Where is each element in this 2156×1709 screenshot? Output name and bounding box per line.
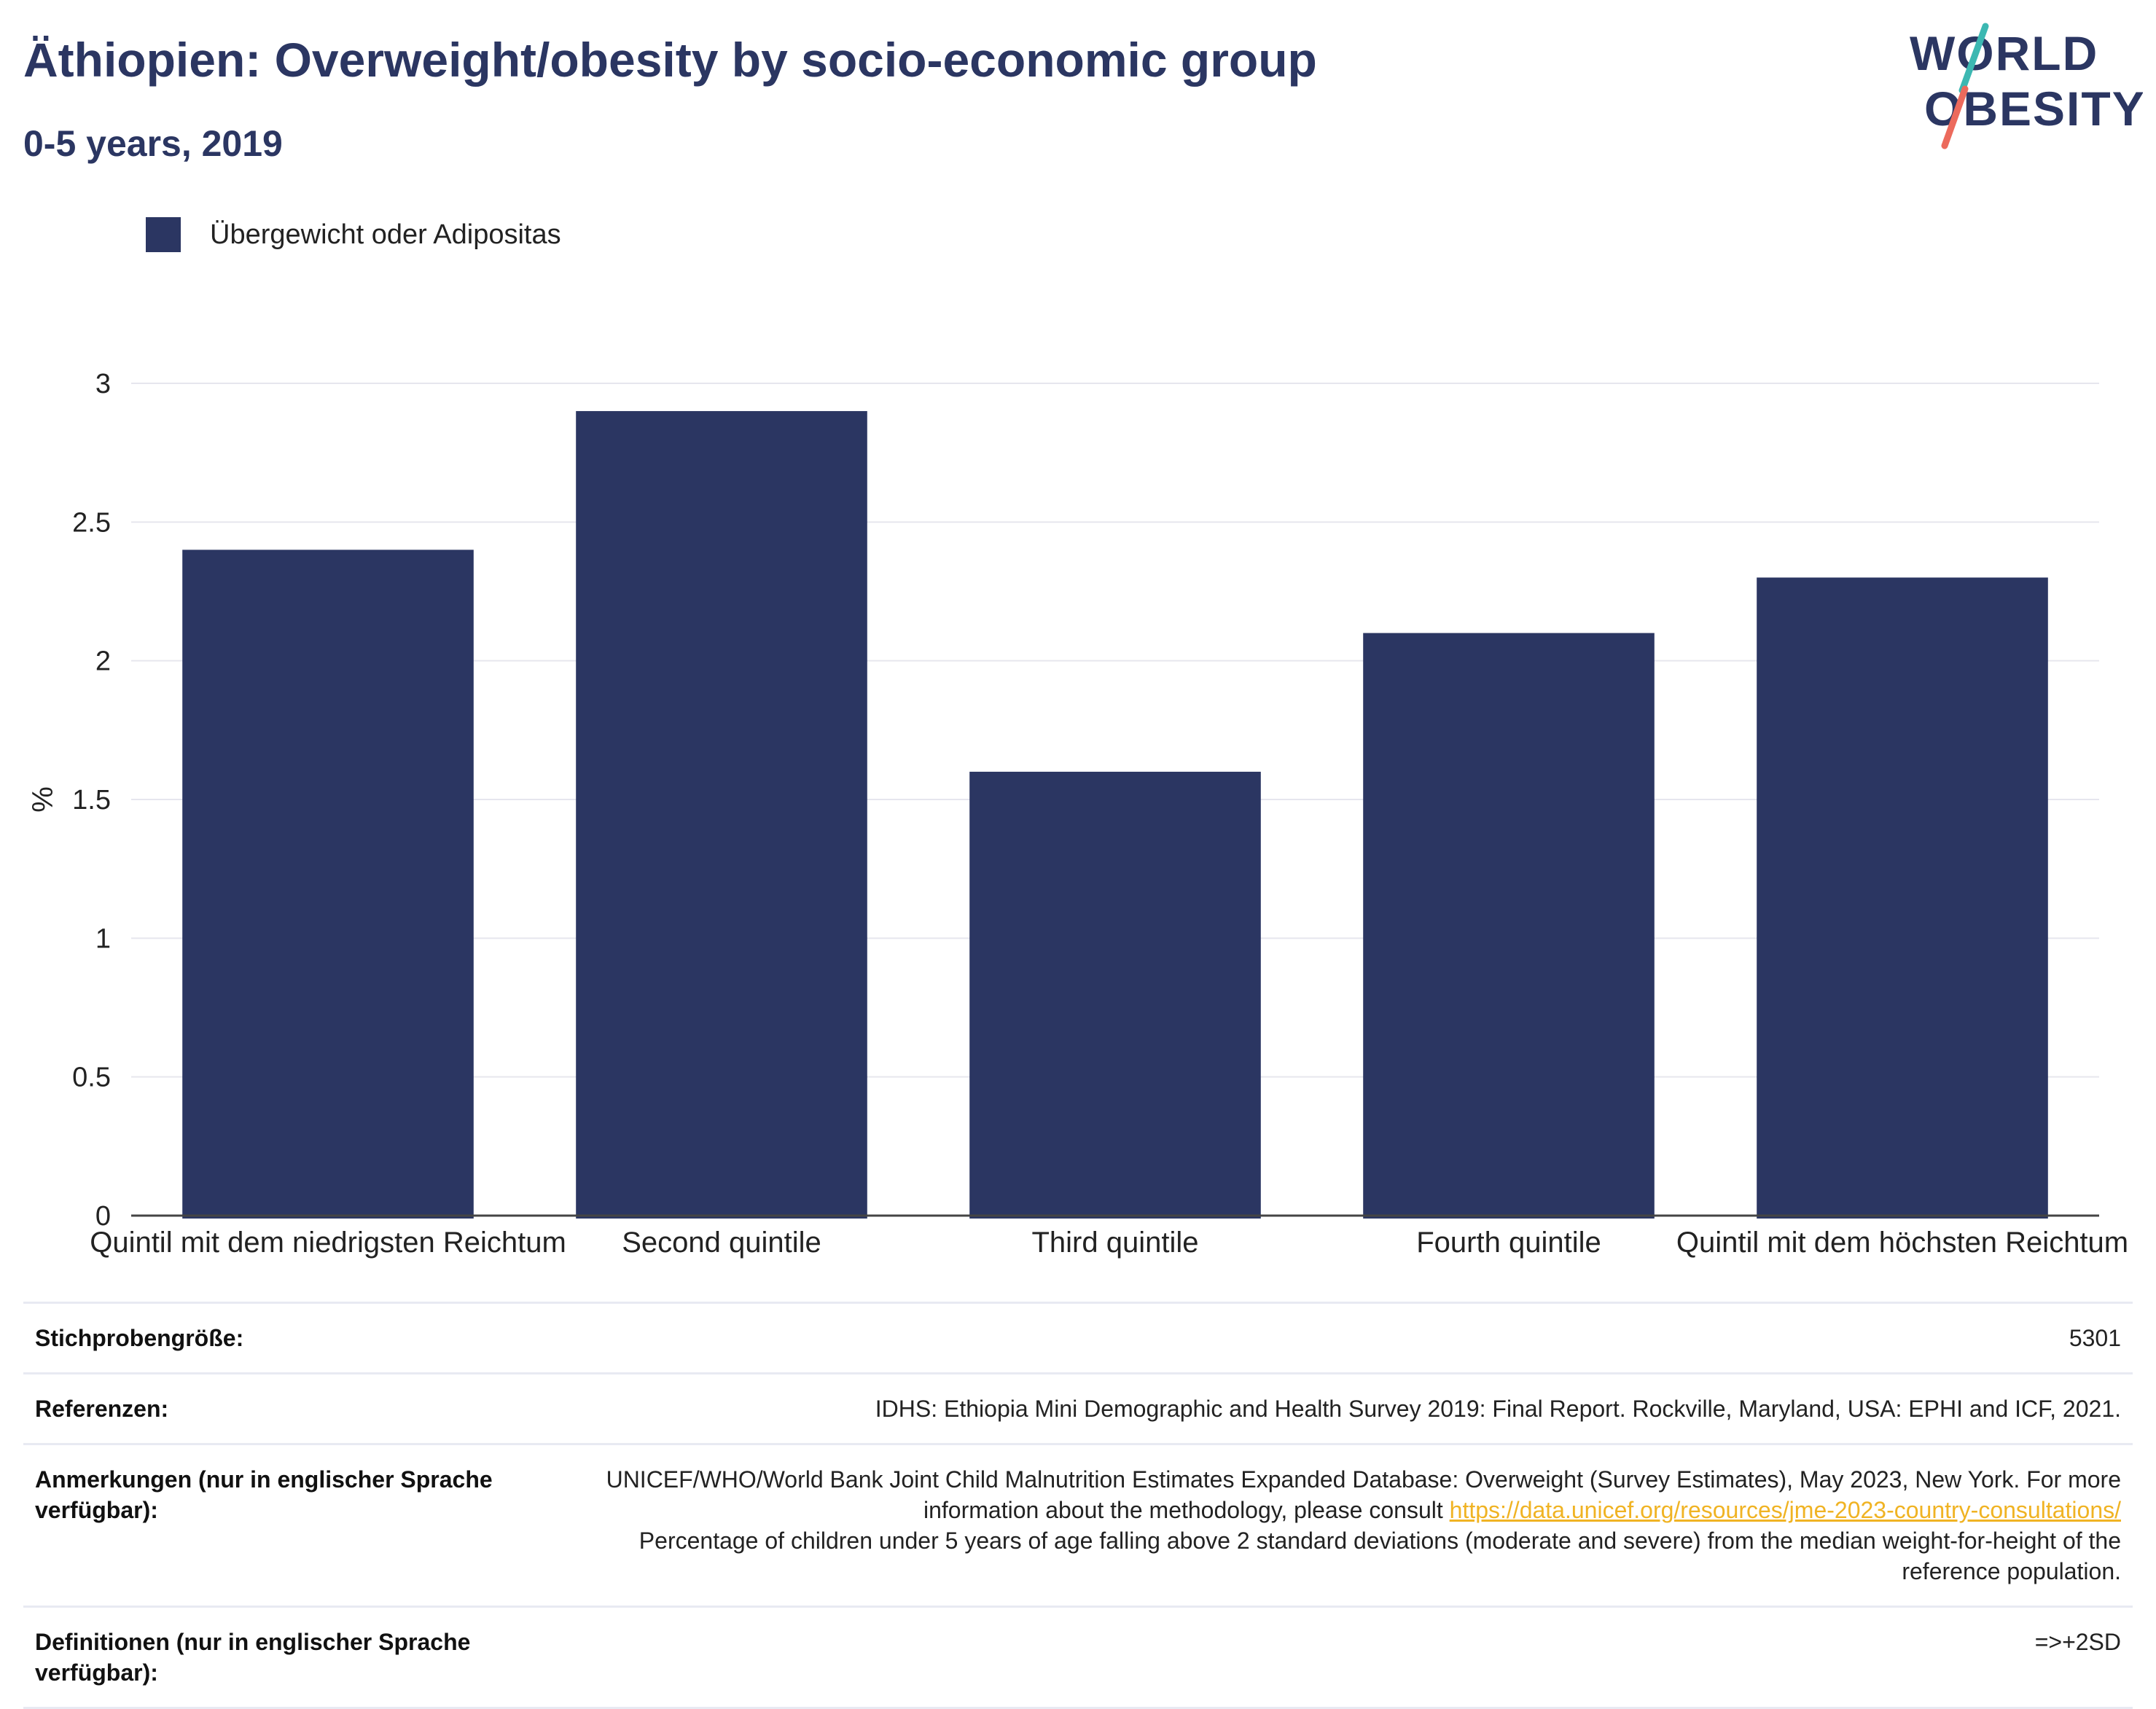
meta-row-sample-size: Stichprobengröße: 5301 bbox=[23, 1302, 2133, 1374]
y-axis-label: % bbox=[27, 786, 59, 813]
page-title: Äthiopien: Overweight/obesity by socio-e… bbox=[23, 33, 1317, 87]
y-tick-label: 1 bbox=[95, 923, 111, 954]
y-tick-label: 2 bbox=[95, 646, 111, 677]
chart-legend: Übergewicht oder Adipositas bbox=[146, 216, 561, 254]
legend-swatch bbox=[146, 217, 181, 252]
world-obesity-logo: WORLD OBESITY bbox=[1910, 23, 2143, 149]
definitions-label: Definitionen (nur in englischer Sprache … bbox=[23, 1606, 557, 1709]
references-label: Referenzen: bbox=[23, 1372, 557, 1444]
y-tick-label: 3 bbox=[95, 369, 111, 399]
methodology-link[interactable]: https://data.unicef.org/resources/jme-20… bbox=[1449, 1497, 2121, 1523]
x-tick-label: Quintil mit dem höchsten Reichtum bbox=[1676, 1227, 2128, 1259]
y-tick-label: 0 bbox=[95, 1201, 111, 1232]
page-subtitle: 0-5 years, 2019 bbox=[23, 123, 283, 164]
references-value: IDHS: Ethiopia Mini Demographic and Heal… bbox=[557, 1372, 2133, 1444]
notes-label: Anmerkungen (nur in englischer Sprache v… bbox=[23, 1443, 557, 1607]
y-tick-label: 1.5 bbox=[72, 785, 111, 816]
meta-row-notes: Anmerkungen (nur in englischer Sprache v… bbox=[23, 1443, 2133, 1607]
meta-row-references: Referenzen: IDHS: Ethiopia Mini Demograp… bbox=[23, 1372, 2133, 1444]
bar bbox=[182, 550, 474, 1219]
bar-chart: 0 0.5 1 1.5 2 2.5 3% Quintil mit dem niedrigste… bbox=[27, 369, 2128, 1259]
notes-value: UNICEF/WHO/World Bank Joint Child Malnut… bbox=[557, 1443, 2133, 1607]
x-tick-label: Fourth quintile bbox=[1416, 1227, 1601, 1259]
x-tick-label: Quintil mit dem niedrigsten Reichtum bbox=[90, 1227, 566, 1259]
logo-slash-top bbox=[1958, 23, 1989, 94]
notes-definition-text: Percentage of children under 5 years of … bbox=[638, 1528, 2121, 1584]
sample-size-label: Stichprobengröße: bbox=[23, 1302, 557, 1374]
y-tick-label: 2.5 bbox=[72, 507, 111, 538]
legend-label: Übergewicht oder Adipositas bbox=[210, 219, 561, 250]
metadata-table: Stichprobengröße: 5301 Referenzen: IDHS:… bbox=[23, 1302, 2133, 1709]
y-tick-label: 0.5 bbox=[72, 1063, 111, 1093]
definitions-value: =>+2SD bbox=[557, 1606, 2133, 1709]
meta-row-definitions: Definitionen (nur in englischer Sprache … bbox=[23, 1606, 2133, 1709]
x-tick-label: Third quintile bbox=[1031, 1227, 1198, 1259]
sample-size-value: 5301 bbox=[557, 1302, 2133, 1374]
logo-slash-bottom bbox=[1941, 85, 1969, 149]
x-tick-label: Second quintile bbox=[622, 1227, 821, 1259]
bar bbox=[1757, 577, 2048, 1219]
bar bbox=[1363, 633, 1655, 1219]
bar bbox=[576, 411, 867, 1219]
notes-text: UNICEF/WHO/World Bank Joint Child Malnut… bbox=[606, 1466, 2121, 1523]
logo-text-world: WORLD bbox=[1910, 26, 2098, 80]
bar bbox=[969, 771, 1261, 1219]
